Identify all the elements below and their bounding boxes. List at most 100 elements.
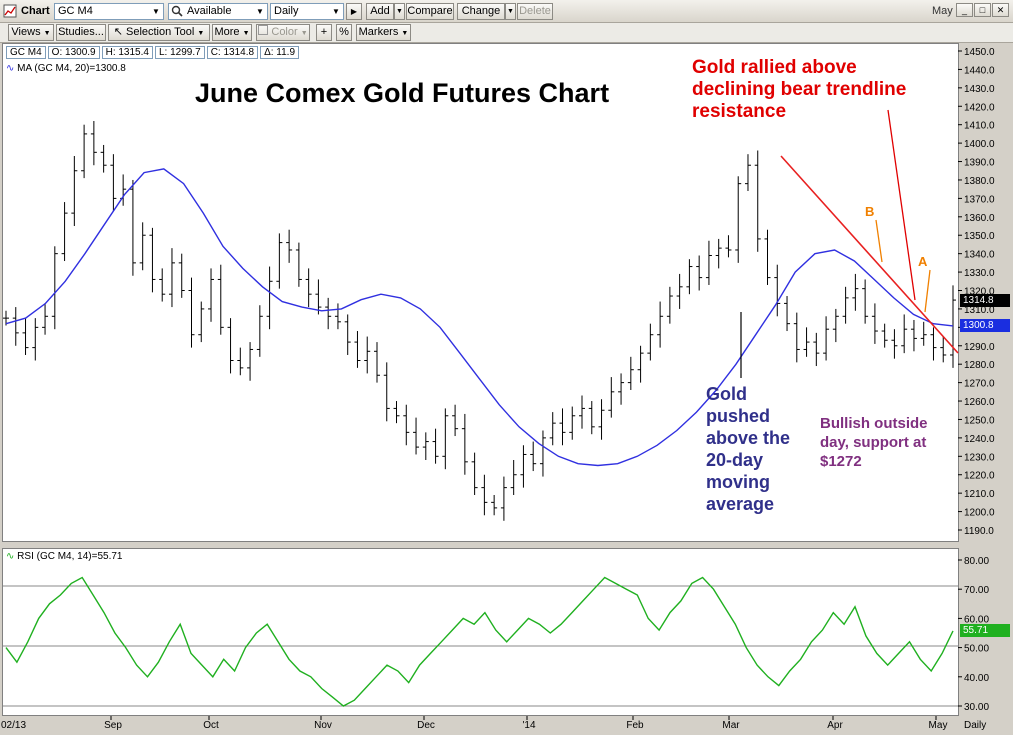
search-icon	[171, 5, 183, 17]
x-axis-month-label: Nov	[314, 720, 332, 731]
annotation-line: average	[706, 494, 775, 514]
annotation-line: Bullish outside	[820, 415, 928, 432]
more-button[interactable]: More ▼	[212, 24, 252, 41]
price-tick-label: 1450.0	[964, 47, 995, 58]
quote-open: O: 1300.9	[47, 46, 100, 59]
add-button[interactable]: Add	[366, 3, 394, 20]
x-axis-frequency: Daily	[964, 720, 987, 731]
price-tick-label: 1390.0	[964, 158, 995, 169]
price-tick-label: 1280.0	[964, 360, 995, 371]
change-button[interactable]: Change	[457, 3, 505, 20]
chevron-down-icon: ▼	[300, 30, 308, 37]
x-axis-month-label: Apr	[827, 720, 843, 731]
rsi-badge: 55.71	[960, 624, 1010, 637]
compare-button[interactable]: Compare	[406, 3, 454, 20]
price-tick-label: 1250.0	[964, 415, 995, 426]
more-label: More	[214, 26, 240, 38]
symbol-input[interactable]: GC M4 ▼	[54, 3, 164, 20]
annotation-pushed: Gold pushed above the 20-day moving aver…	[706, 383, 790, 515]
change-dropdown-button[interactable]: ▼	[505, 3, 516, 20]
selection-tool-label: Selection Tool	[125, 26, 195, 38]
markers-label: Markers	[358, 26, 399, 38]
price-tick-label: 1260.0	[964, 397, 995, 408]
label-b: B	[865, 204, 875, 219]
ma-legend[interactable]: ∿ MA (GC M4, 20)=1300.8	[6, 63, 126, 74]
studies-button[interactable]: Studies...	[56, 24, 106, 41]
price-tick-label: 1190.0	[964, 526, 994, 537]
annotation-line: day, support at	[820, 434, 927, 451]
add-dropdown-button[interactable]: ▼	[394, 3, 405, 20]
rsi-legend[interactable]: ∿ RSI (GC M4, 14)=55.71	[6, 551, 123, 562]
color-swatch-icon	[258, 25, 269, 35]
watchlist-select[interactable]: Available ▼	[168, 3, 268, 20]
annotation-rally: Gold rallied above declining bear trendl…	[692, 57, 906, 123]
annotation-line: pushed	[706, 406, 771, 426]
views-label: Views	[11, 26, 41, 38]
chevron-down-icon: ▼	[242, 30, 250, 37]
delete-button[interactable]: Delete	[517, 3, 553, 20]
rsi-tick-label: 80.00	[964, 556, 989, 567]
annotation-line: Gold	[706, 384, 747, 404]
quote-change: Δ: 11.9	[260, 46, 300, 59]
price-tick-label: 1360.0	[964, 213, 995, 224]
forward-button[interactable]: ▶	[346, 3, 362, 20]
price-tick-label: 1270.0	[964, 379, 995, 390]
quote-high: H: 1315.4	[101, 46, 153, 59]
price-tick-label: 1370.0	[964, 194, 995, 205]
price-y-ticks: 1190.0 1200.0 1210.0 1220.0 1230.0 1240.0 1250…	[958, 47, 995, 537]
markers-button[interactable]: Markers ▼	[356, 24, 411, 41]
chevron-down-icon[interactable]: ▼	[152, 7, 160, 16]
period-value: Daily	[274, 5, 299, 17]
annotation-line: $1272	[820, 453, 862, 470]
x-axis-month-label: '14	[522, 720, 536, 731]
x-axis-month-label: Oct	[203, 720, 219, 731]
maximize-button[interactable]: □	[974, 3, 991, 17]
quote-close: C: 1314.8	[206, 46, 259, 59]
cursor-icon: ↖	[113, 26, 123, 38]
main-toolbar: Chart GC M4 ▼ Available ▼ Daily ▼ ▶ Add ▼ C…	[0, 0, 1013, 23]
annotation-line: moving	[706, 472, 771, 492]
price-tick-label: 1420.0	[964, 102, 995, 113]
quote-symbol: GC M4	[6, 46, 46, 59]
annotation-line: resistance	[692, 101, 787, 122]
x-axis-month-label: May	[928, 720, 948, 731]
annotation-line: 20-day	[706, 450, 764, 470]
price-tick-label: 1340.0	[964, 250, 995, 261]
price-tick-label: 1330.0	[964, 268, 995, 279]
price-tick-label: 1380.0	[964, 176, 995, 187]
price-tick-label: 1350.0	[964, 231, 995, 242]
selection-tool-button[interactable]: ↖ Selection Tool ▼	[108, 24, 210, 41]
percent-button[interactable]: %	[336, 24, 352, 41]
price-tick-label: 1290.0	[964, 342, 995, 353]
x-axis-start: 02/13	[1, 720, 27, 731]
crosshair-button[interactable]: +	[316, 24, 332, 41]
chevron-down-icon[interactable]: ▼	[256, 7, 264, 16]
color-label: Color	[271, 26, 298, 38]
window-title: Chart	[21, 5, 50, 17]
annotation-bullish: Bullish outside day, support at $1272	[820, 414, 928, 471]
chart-title: June Comex Gold Futures Chart	[195, 78, 610, 108]
chevron-down-icon: ▼	[401, 30, 409, 37]
quote-bar: GC M4 O: 1300.9 H: 1315.4 L: 1299.7 C: 1…	[6, 46, 300, 59]
rsi-legend-text: RSI (GC M4, 14)=55.71	[17, 551, 123, 562]
price-tick-label: 1440.0	[964, 65, 995, 76]
price-tick-label: 1400.0	[964, 139, 995, 150]
chart-icon	[3, 4, 17, 18]
x-axis-month-label: Feb	[626, 720, 644, 731]
price-tick-label: 1230.0	[964, 452, 995, 463]
chevron-down-icon: ▼	[197, 30, 205, 37]
line-study-icon: ∿	[6, 551, 15, 562]
rsi-tick-label: 40.00	[964, 673, 989, 684]
chevron-down-icon[interactable]: ▼	[332, 7, 340, 16]
x-axis-month-label: Dec	[417, 720, 435, 731]
views-button[interactable]: Views ▼	[8, 24, 54, 41]
minimize-button[interactable]: _	[956, 3, 973, 17]
rsi-panel[interactable]	[2, 548, 959, 716]
close-button[interactable]: ✕	[992, 3, 1009, 17]
color-button[interactable]: Color ▼	[256, 24, 310, 41]
x-axis-month-label: Mar	[722, 720, 740, 731]
price-tick-label: 1240.0	[964, 434, 995, 445]
period-select[interactable]: Daily ▼	[270, 3, 344, 20]
watchlist-value: Available	[187, 5, 232, 17]
price-tick-label: 1430.0	[964, 84, 995, 95]
